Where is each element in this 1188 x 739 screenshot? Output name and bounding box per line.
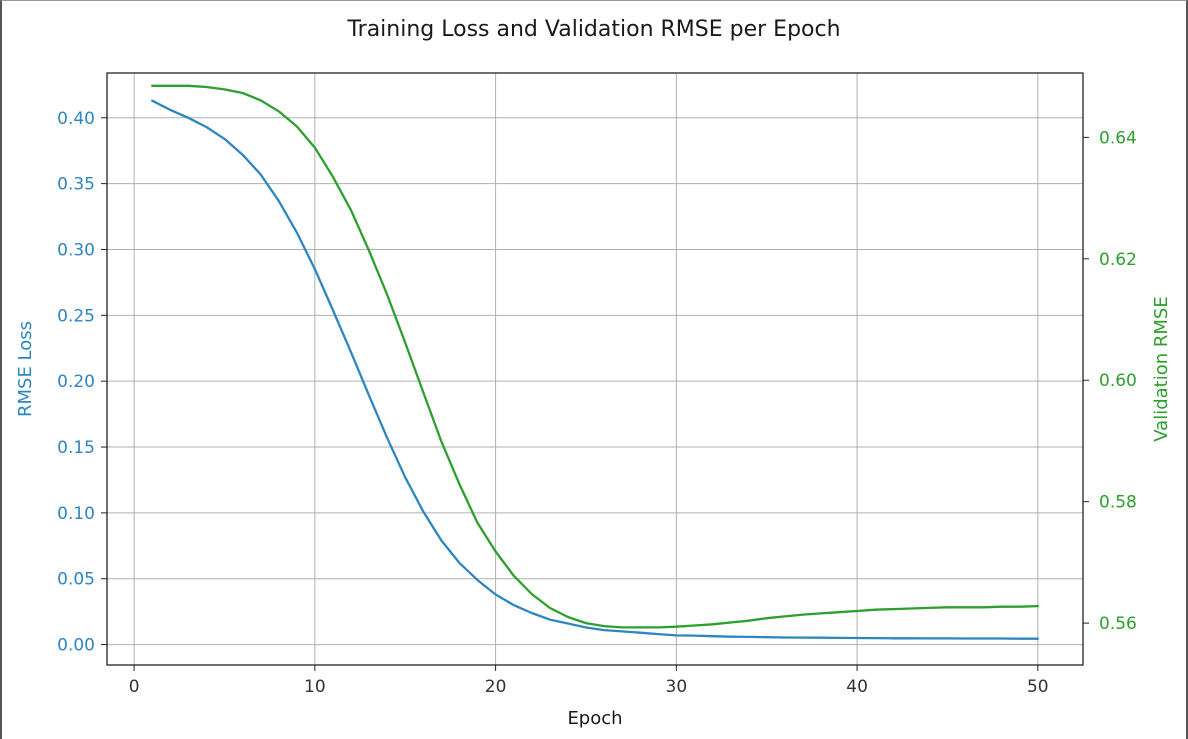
y-right-tick-label: 0.58 — [1099, 493, 1137, 513]
chart-title: Training Loss and Validation RMSE per Ep… — [346, 17, 840, 42]
y-left-tick-label: 0.25 — [57, 306, 95, 326]
training-loss-line — [151, 99, 1039, 640]
validation-rmse-line — [151, 84, 1039, 629]
x-tick-label: 20 — [485, 677, 507, 697]
y-axis-right: 0.56 0.58 0.60 0.62 0.64 — [1083, 128, 1137, 634]
y-left-tick-label: 0.15 — [57, 438, 95, 458]
y-axis-label-right: Validation RMSE — [1151, 296, 1172, 441]
y-axis-left: 0.00 0.05 0.10 0.15 0.20 0.25 0.30 0.35 0.40 — [57, 109, 107, 656]
y-left-tick-label: 0.05 — [57, 570, 95, 590]
x-tick-label: 10 — [304, 677, 326, 697]
y-right-tick-label: 0.56 — [1099, 614, 1137, 634]
plot-area-border — [106, 72, 1084, 666]
y-left-tick-label: 0.30 — [57, 240, 95, 260]
x-tick-label: 30 — [666, 677, 688, 697]
series-lines — [151, 84, 1039, 640]
y-left-tick-label: 0.10 — [57, 504, 95, 524]
x-tick-label: 40 — [846, 677, 868, 697]
y-left-tick-label: 0.00 — [57, 636, 95, 656]
y-left-tick-label: 0.40 — [57, 109, 95, 129]
y-left-tick-label: 0.20 — [57, 372, 95, 392]
y-left-tick-label: 0.35 — [57, 175, 95, 195]
y-axis-label-left: RMSE Loss — [15, 321, 36, 417]
y-right-tick-label: 0.60 — [1099, 371, 1137, 391]
y-right-tick-label: 0.64 — [1099, 128, 1137, 148]
grid — [107, 73, 1083, 665]
x-tick-label: 0 — [129, 677, 140, 697]
y-right-tick-label: 0.62 — [1099, 250, 1137, 270]
x-tick-label: 50 — [1027, 677, 1049, 697]
x-axis-label: Epoch — [567, 708, 622, 729]
x-axis: 0 10 20 30 40 50 — [129, 665, 1049, 697]
